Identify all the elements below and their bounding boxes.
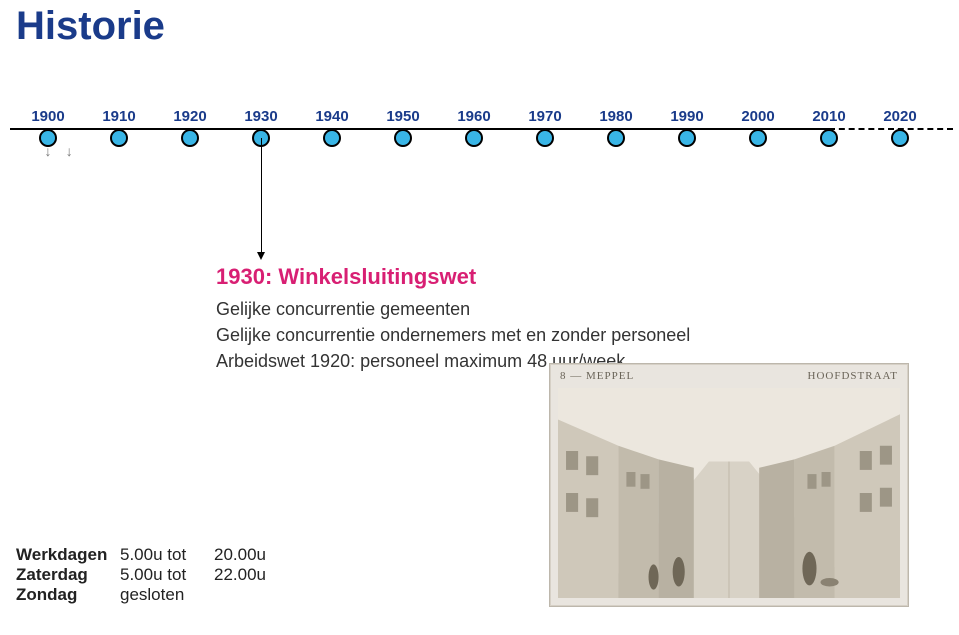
hours-from: 5.00u tot	[120, 545, 202, 565]
tick-dot	[607, 129, 625, 147]
event-line-1: Gelijke concurrentie gemeenten	[216, 296, 816, 322]
event-line-2: Gelijke concurrentie ondernemers met en …	[216, 322, 816, 348]
page-title: Historie	[16, 4, 165, 49]
hours-day: Zaterdag	[16, 565, 108, 585]
tick-dot	[891, 129, 909, 147]
tick-dot	[536, 129, 554, 147]
callout-arrowhead	[257, 252, 265, 260]
timeline-tick: 1950	[375, 108, 431, 147]
opening-hours: Werkdagen 5.00u tot 20.00u Zaterdag 5.00…	[16, 545, 274, 605]
tick-dot	[465, 129, 483, 147]
down-arrow-icon: ↓	[64, 146, 74, 156]
tick-label: 1990	[659, 108, 715, 125]
event-block: 1930: Winkelsluitingswet Gelijke concurr…	[216, 264, 816, 374]
photo-illustration	[558, 388, 900, 598]
tick-label: 1970	[517, 108, 573, 125]
tick-dot	[323, 129, 341, 147]
timeline-tick: 1980	[588, 108, 644, 147]
historic-photo: 8 — MEPPEL HOOFDSTRAAT	[549, 363, 909, 607]
timeline-tick: 1910	[91, 108, 147, 147]
timeline: 1900 1910 1920 1930 1940 1950 1960 1970 1980 1990…	[0, 108, 959, 148]
timeline-tick: 2000	[730, 108, 786, 147]
tick-dot	[394, 129, 412, 147]
tick-label: 2020	[872, 108, 928, 125]
timeline-tick: 2020	[872, 108, 928, 147]
tick-dot	[820, 129, 838, 147]
hours-day: Zondag	[16, 585, 108, 605]
timeline-tick: 1920	[162, 108, 218, 147]
timeline-tick: 2010	[801, 108, 857, 147]
tick-label: 1980	[588, 108, 644, 125]
tick-dot	[110, 129, 128, 147]
hours-from: 5.00u tot	[120, 565, 202, 585]
hours-row: Zondag gesloten	[16, 585, 274, 605]
tick-label: 1940	[304, 108, 360, 125]
hours-from: gesloten	[120, 585, 202, 605]
timeline-tick: 1940	[304, 108, 360, 147]
tick-dot	[678, 129, 696, 147]
photo-caption: 8 — MEPPEL HOOFDSTRAAT	[560, 370, 898, 382]
tick-label: 2010	[801, 108, 857, 125]
down-arrow-icon: ↓	[43, 146, 53, 156]
photo-caption-left: 8 — MEPPEL	[560, 370, 634, 382]
tick-label: 1930	[233, 108, 289, 125]
timeline-tick: 1960	[446, 108, 502, 147]
tick-label: 1920	[162, 108, 218, 125]
tick-label: 1910	[91, 108, 147, 125]
hours-row: Werkdagen 5.00u tot 20.00u	[16, 545, 274, 565]
hours-to: 20.00u	[214, 545, 274, 565]
callout-line	[261, 138, 262, 252]
tick-label: 1960	[446, 108, 502, 125]
tick-dot	[181, 129, 199, 147]
tick-label: 1950	[375, 108, 431, 125]
hours-row: Zaterdag 5.00u tot 22.00u	[16, 565, 274, 585]
tick-dot	[749, 129, 767, 147]
hours-to: 22.00u	[214, 565, 274, 585]
timeline-tick: 1990	[659, 108, 715, 147]
tick-label: 1900	[20, 108, 76, 125]
hours-day: Werkdagen	[16, 545, 108, 565]
photo-caption-right: HOOFDSTRAAT	[808, 370, 898, 382]
timeline-tick: 1970	[517, 108, 573, 147]
timeline-tick: 1900	[20, 108, 76, 147]
tick-label: 2000	[730, 108, 786, 125]
event-heading: 1930: Winkelsluitingswet	[216, 264, 816, 290]
